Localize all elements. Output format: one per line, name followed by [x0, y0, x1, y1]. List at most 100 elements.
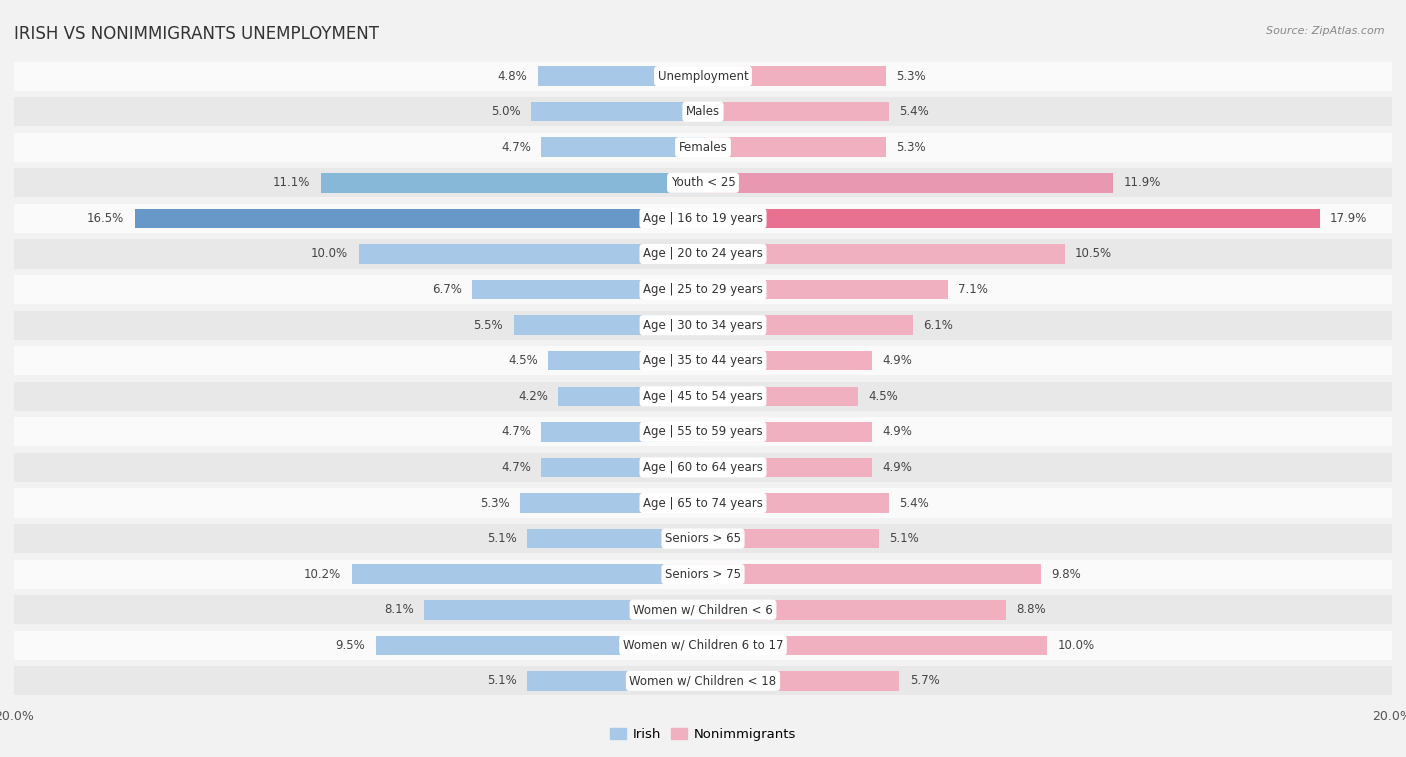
Bar [527, 671, 703, 690]
Bar [703, 316, 912, 335]
Text: Females: Females [679, 141, 727, 154]
Bar [703, 67, 886, 86]
Bar [703, 351, 872, 370]
Text: 5.1%: 5.1% [488, 532, 517, 545]
Bar [14, 417, 1392, 447]
Text: 10.5%: 10.5% [1076, 248, 1112, 260]
Text: 9.5%: 9.5% [336, 639, 366, 652]
Text: Seniors > 65: Seniors > 65 [665, 532, 741, 545]
Bar [14, 559, 1392, 589]
Bar [548, 351, 703, 370]
Bar [558, 387, 703, 406]
Bar [703, 458, 872, 477]
Bar [425, 600, 703, 619]
Text: Age | 30 to 34 years: Age | 30 to 34 years [643, 319, 763, 332]
Bar [14, 310, 1392, 340]
Text: Unemployment: Unemployment [658, 70, 748, 83]
Bar [703, 387, 858, 406]
Bar [703, 600, 1007, 619]
Text: Age | 20 to 24 years: Age | 20 to 24 years [643, 248, 763, 260]
Bar [703, 529, 879, 548]
Text: 4.7%: 4.7% [501, 141, 531, 154]
Text: 10.0%: 10.0% [1057, 639, 1095, 652]
Bar [14, 595, 1392, 625]
Text: Women w/ Children < 6: Women w/ Children < 6 [633, 603, 773, 616]
Text: 5.1%: 5.1% [889, 532, 918, 545]
Text: Age | 16 to 19 years: Age | 16 to 19 years [643, 212, 763, 225]
Bar [703, 422, 872, 441]
Text: Women w/ Children 6 to 17: Women w/ Children 6 to 17 [623, 639, 783, 652]
Bar [321, 173, 703, 192]
Text: 4.5%: 4.5% [508, 354, 537, 367]
Bar [359, 245, 703, 263]
Bar [14, 275, 1392, 304]
Text: 4.7%: 4.7% [501, 461, 531, 474]
Text: 4.5%: 4.5% [869, 390, 898, 403]
Bar [703, 671, 900, 690]
Bar [703, 102, 889, 121]
Text: Source: ZipAtlas.com: Source: ZipAtlas.com [1267, 26, 1385, 36]
Text: 5.3%: 5.3% [896, 70, 925, 83]
Bar [14, 631, 1392, 660]
Bar [703, 245, 1064, 263]
Bar [472, 280, 703, 299]
Text: 10.2%: 10.2% [304, 568, 342, 581]
Text: 4.9%: 4.9% [882, 425, 912, 438]
Text: 4.8%: 4.8% [498, 70, 527, 83]
Bar [541, 458, 703, 477]
Bar [14, 61, 1392, 91]
Text: 6.1%: 6.1% [924, 319, 953, 332]
Text: 4.2%: 4.2% [519, 390, 548, 403]
Bar [14, 524, 1392, 553]
Text: 4.7%: 4.7% [501, 425, 531, 438]
Text: 11.1%: 11.1% [273, 176, 311, 189]
Text: 6.7%: 6.7% [432, 283, 461, 296]
Bar [541, 138, 703, 157]
Text: 5.4%: 5.4% [900, 497, 929, 509]
Text: 9.8%: 9.8% [1050, 568, 1081, 581]
Text: Youth < 25: Youth < 25 [671, 176, 735, 189]
Bar [135, 209, 703, 228]
Text: 17.9%: 17.9% [1330, 212, 1367, 225]
Text: Age | 55 to 59 years: Age | 55 to 59 years [643, 425, 763, 438]
Legend: Irish, Nonimmigrants: Irish, Nonimmigrants [605, 722, 801, 746]
Text: IRISH VS NONIMMIGRANTS UNEMPLOYMENT: IRISH VS NONIMMIGRANTS UNEMPLOYMENT [14, 25, 380, 43]
Text: 10.0%: 10.0% [311, 248, 349, 260]
Text: 7.1%: 7.1% [957, 283, 988, 296]
Text: 5.4%: 5.4% [900, 105, 929, 118]
Text: 8.1%: 8.1% [384, 603, 413, 616]
Bar [541, 422, 703, 441]
Bar [14, 132, 1392, 162]
Bar [14, 239, 1392, 269]
Text: Age | 25 to 29 years: Age | 25 to 29 years [643, 283, 763, 296]
Text: 5.5%: 5.5% [474, 319, 503, 332]
Text: 5.3%: 5.3% [481, 497, 510, 509]
Text: 5.0%: 5.0% [491, 105, 520, 118]
Bar [14, 168, 1392, 198]
Text: 5.3%: 5.3% [896, 141, 925, 154]
Bar [14, 453, 1392, 482]
Text: Age | 45 to 54 years: Age | 45 to 54 years [643, 390, 763, 403]
Text: 5.1%: 5.1% [488, 674, 517, 687]
Text: Seniors > 75: Seniors > 75 [665, 568, 741, 581]
Bar [531, 102, 703, 121]
Text: Age | 60 to 64 years: Age | 60 to 64 years [643, 461, 763, 474]
Bar [14, 346, 1392, 375]
Bar [14, 488, 1392, 518]
Bar [14, 204, 1392, 233]
Bar [520, 494, 703, 512]
Text: 4.9%: 4.9% [882, 461, 912, 474]
Bar [14, 666, 1392, 696]
Bar [14, 382, 1392, 411]
Bar [14, 97, 1392, 126]
Bar [703, 565, 1040, 584]
Text: 8.8%: 8.8% [1017, 603, 1046, 616]
Text: 5.7%: 5.7% [910, 674, 939, 687]
Bar [352, 565, 703, 584]
Text: Age | 65 to 74 years: Age | 65 to 74 years [643, 497, 763, 509]
Bar [513, 316, 703, 335]
Text: 4.9%: 4.9% [882, 354, 912, 367]
Bar [527, 529, 703, 548]
Text: Women w/ Children < 18: Women w/ Children < 18 [630, 674, 776, 687]
Bar [703, 280, 948, 299]
